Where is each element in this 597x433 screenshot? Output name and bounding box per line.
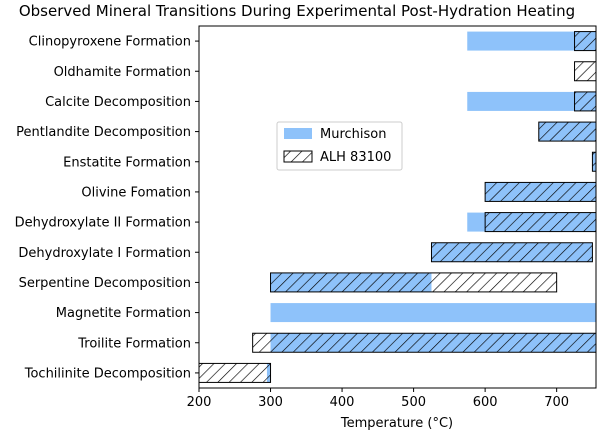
bar-alh-83100-tochilinite-decomposition (198, 362, 272, 383)
category-label: Enstatite Formation (63, 155, 191, 170)
category-label: Tochilinite Decomposition (24, 366, 191, 381)
category-label: Troilite Formation (77, 336, 191, 351)
plot-frame (198, 25, 597, 389)
bar-alh-83100-olivine-fomation (484, 181, 597, 202)
bar-alh-83100-clinopyroxene-formation (574, 31, 597, 52)
category-label: Dehydroxylate II Formation (15, 216, 191, 231)
x-tick-label: 400 (330, 395, 355, 410)
x-tick-label: 600 (473, 395, 498, 410)
legend-swatch-alh83100 (283, 150, 313, 163)
x-axis-label: Temperature (°C) (340, 416, 453, 431)
x-tick-label: 300 (258, 395, 283, 410)
x-tick-label: 200 (187, 395, 212, 410)
y-axis: Clinopyroxene Formation Oldhamite Formati… (15, 35, 199, 381)
category-label: Olivine Fomation (81, 185, 191, 200)
bar-alh-83100-enstatite-formation (591, 151, 597, 172)
legend-swatch-murchison (284, 128, 312, 139)
category-label: Magnetite Formation (56, 306, 191, 321)
x-axis: 200 300 400 500 600 700 (187, 388, 569, 410)
bar-alh-83100-pentlandite-decomposition (538, 121, 597, 142)
category-label: Serpentine Decomposition (19, 276, 191, 291)
bar-murchison-calcite-decomposition (467, 91, 596, 111)
category-label: Calcite Decomposition (45, 95, 191, 110)
legend: Murchison ALH 83100 (276, 121, 403, 171)
bar-murchison-magnetite-formation (270, 303, 596, 323)
category-label: Dehydroxylate I Formation (18, 246, 191, 261)
chart-title: Observed Mineral Transitions During Expe… (19, 2, 575, 20)
category-label: Clinopyroxene Formation (29, 35, 191, 50)
x-tick-label: 500 (401, 395, 426, 410)
legend-label-murchison: Murchison (320, 127, 386, 142)
bar-alh-83100-dehydroxylate-i-formation (430, 242, 593, 263)
bar-alh-83100-serpentine-decomposition (270, 272, 558, 293)
legend-label-alh83100: ALH 83100 (320, 150, 391, 165)
bar-murchison-clinopyroxene-formation (467, 31, 596, 51)
category-label: Pentlandite Decomposition (16, 125, 191, 140)
bar-alh-83100-oldhamite-formation (574, 61, 597, 82)
bar-alh-83100-troilite-formation (252, 332, 597, 353)
bar-alh-83100-calcite-decomposition (574, 91, 597, 112)
category-label: Oldhamite Formation (54, 65, 191, 80)
x-tick-label: 700 (544, 395, 569, 410)
bar-alh-83100-dehydroxylate-ii-formation (484, 212, 597, 233)
bars-group (198, 31, 597, 383)
